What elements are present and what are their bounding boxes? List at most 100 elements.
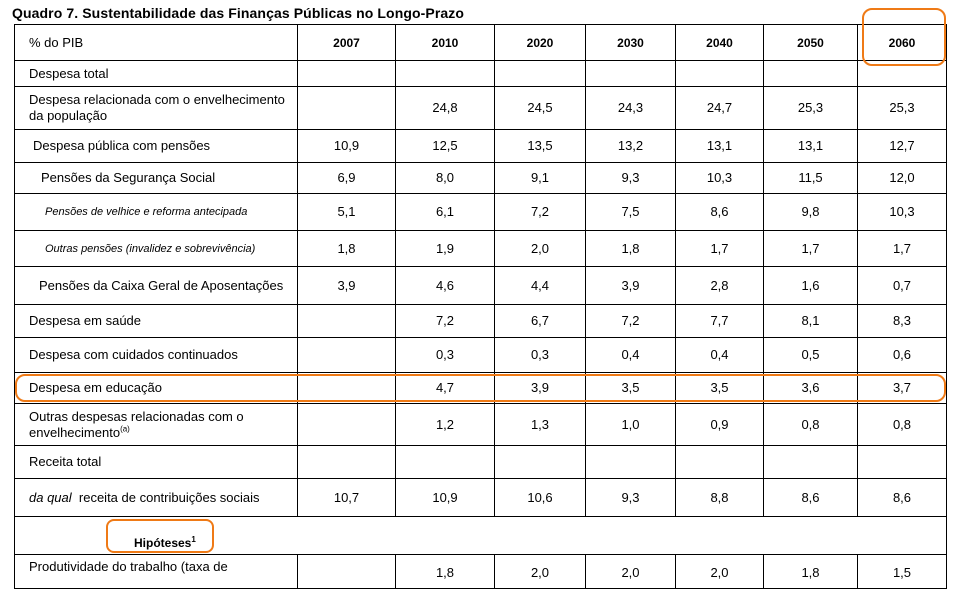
cell: 13,1 — [763, 129, 858, 163]
year-2030: 2030 — [585, 24, 676, 61]
cell: 1,7 — [675, 230, 764, 267]
cell: 1,8 — [297, 230, 396, 267]
cell: 3,9 — [585, 266, 676, 305]
cell: 2,0 — [494, 230, 586, 267]
cell — [494, 60, 586, 87]
cell: 10,9 — [395, 478, 495, 517]
cell — [297, 372, 396, 404]
cell — [763, 445, 858, 479]
cell: 3,9 — [297, 266, 396, 305]
cell — [763, 60, 858, 87]
cell: 3,6 — [763, 372, 858, 404]
cell: 8,0 — [395, 162, 495, 194]
table-row: Outras pensões (invalidez e sobrevivênci… — [14, 230, 947, 267]
cell: 11,5 — [763, 162, 858, 194]
cell: 7,2 — [494, 193, 586, 231]
cell — [675, 445, 764, 479]
cell: 8,6 — [857, 478, 947, 517]
cell: 7,2 — [395, 304, 495, 338]
cell: 10,3 — [675, 162, 764, 194]
table-row: Pensões da Segurança Social 6,9 8,0 9,1 … — [14, 162, 947, 194]
cell: 9,3 — [585, 162, 676, 194]
cell: 1,8 — [395, 554, 495, 589]
footnote-marker: (a) — [120, 424, 130, 434]
cell: 1,9 — [395, 230, 495, 267]
highlight-education-row — [15, 374, 946, 402]
cell: 8,6 — [675, 193, 764, 231]
cell: 3,9 — [494, 372, 586, 404]
cell: 12,7 — [857, 129, 947, 163]
finance-table: % do PIB 2007 2010 2020 2030 2040 2050 2… — [14, 24, 947, 589]
table-row: Despesa total — [14, 60, 947, 87]
cell: 10,7 — [297, 478, 396, 517]
cell: 8,3 — [857, 304, 947, 338]
year-2007: 2007 — [297, 24, 396, 61]
cell: 25,3 — [857, 86, 947, 130]
cell — [857, 445, 947, 479]
cell: 4,4 — [494, 266, 586, 305]
year-2010: 2010 — [395, 24, 495, 61]
cell: 1,6 — [763, 266, 858, 305]
cell: 10,3 — [857, 193, 947, 231]
cell — [585, 60, 676, 87]
row-label: da qual receita de contribuições sociais — [14, 478, 298, 517]
cell — [494, 445, 586, 479]
cell — [395, 445, 495, 479]
cell: 2,0 — [675, 554, 764, 589]
cell: 2,0 — [494, 554, 586, 589]
cell — [585, 445, 676, 479]
row-label: Outras despesas relacionadas com o envel… — [14, 403, 298, 446]
table-row: Pensões da Caixa Geral de Aposentações 3… — [14, 266, 947, 305]
cell: 1,7 — [763, 230, 858, 267]
cell — [297, 337, 396, 373]
row-label-text: Outras despesas relacionadas com o envel… — [29, 408, 244, 440]
cell: 0,9 — [675, 403, 764, 446]
cell: 1,3 — [494, 403, 586, 446]
cell: 6,9 — [297, 162, 396, 194]
cell: 13,1 — [675, 129, 764, 163]
year-2020: 2020 — [494, 24, 586, 61]
cell: 1,8 — [763, 554, 858, 589]
year-2040: 2040 — [675, 24, 764, 61]
cell: 0,5 — [763, 337, 858, 373]
section-hipoteses: Hipóteses1 — [14, 532, 947, 555]
table-row: Receita total — [14, 445, 947, 479]
row-label-italic: da qual — [29, 489, 72, 505]
section-label: Hipóteses — [134, 536, 192, 551]
section-row: Hipóteses1 — [14, 532, 947, 555]
table-title: Quadro 7. Sustentabilidade das Finanças … — [12, 5, 465, 21]
cell: 24,8 — [395, 86, 495, 130]
cell: 0,8 — [857, 403, 947, 446]
table-row: Despesa relacionada com o envelhecimento… — [14, 86, 947, 130]
cell — [297, 554, 396, 589]
cell: 2,0 — [585, 554, 676, 589]
footnote-marker: 1 — [191, 535, 196, 545]
cell: 24,3 — [585, 86, 676, 130]
row-label: Pensões da Caixa Geral de Aposentações — [14, 266, 298, 305]
cell: 10,9 — [297, 129, 396, 163]
row-label: Outras pensões (invalidez e sobrevivênci… — [14, 230, 298, 267]
row-label: Pensões da Segurança Social — [14, 162, 298, 194]
cell: 5,1 — [297, 193, 396, 231]
row-label-text: receita de contribuições sociais — [78, 489, 260, 505]
table-row: Despesa pública com pensões 10,9 12,5 13… — [14, 129, 947, 163]
row-label: Receita total — [14, 445, 298, 479]
row-label-text: Produtividade do trabalho (taxa de — [29, 559, 228, 574]
cell: 0,4 — [675, 337, 764, 373]
cell: 9,1 — [494, 162, 586, 194]
cell — [297, 60, 396, 87]
table-row: Pensões de velhice e reforma antecipada … — [14, 193, 947, 231]
cell: 0,3 — [494, 337, 586, 373]
row-label: Produtividade do trabalho (taxa de — [14, 554, 298, 589]
cell: 8,6 — [763, 478, 858, 517]
cell — [297, 403, 396, 446]
table-row: da qual receita de contribuições sociais… — [14, 478, 947, 517]
cell: 6,1 — [395, 193, 495, 231]
cell — [297, 304, 396, 338]
cell: 1,2 — [395, 403, 495, 446]
spacer-row — [14, 516, 947, 533]
cell: 2,8 — [675, 266, 764, 305]
cell: 24,7 — [675, 86, 764, 130]
cell: 9,3 — [585, 478, 676, 517]
table-row: Produtividade do trabalho (taxa de 1,8 2… — [14, 554, 947, 589]
